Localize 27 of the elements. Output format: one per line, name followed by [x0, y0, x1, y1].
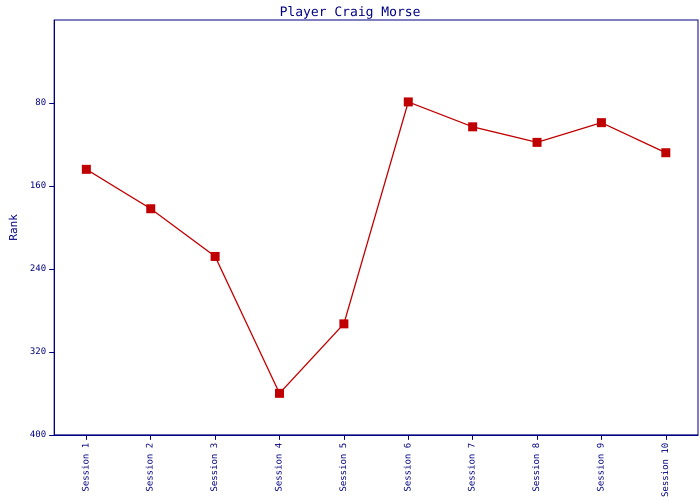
point	[146, 204, 156, 214]
x-tick-label: Session 10	[660, 442, 671, 498]
point	[596, 118, 606, 128]
y-tick-label: 160	[30, 180, 46, 191]
y-tick-label: 80	[35, 98, 46, 108]
x-tick-label: Session 4	[274, 442, 284, 492]
x-tick-label: Session 3	[210, 442, 220, 492]
x-tick-label: Session 2	[146, 442, 156, 492]
point	[661, 148, 670, 158]
point	[339, 319, 348, 328]
point	[210, 252, 220, 261]
y-tick-label: 400	[30, 430, 46, 440]
x-tick-label: Session 5	[338, 442, 349, 492]
point	[532, 138, 542, 147]
point	[82, 164, 91, 174]
y-axis-title: Rank	[7, 214, 20, 241]
y-tick-label: 320	[30, 346, 46, 357]
y-tick-label: 240	[30, 264, 46, 274]
x-tick-label: Session 8	[532, 442, 542, 492]
x-tick-label: Session 1	[81, 442, 92, 492]
chart-title: Player Craig Morse	[280, 5, 421, 20]
point	[468, 122, 478, 132]
point	[275, 388, 284, 398]
x-tick-label: Session 9	[596, 442, 606, 492]
point	[404, 97, 413, 106]
x-tick-label: Session 6	[403, 442, 414, 492]
x-tick-label: Session 7	[468, 442, 478, 492]
